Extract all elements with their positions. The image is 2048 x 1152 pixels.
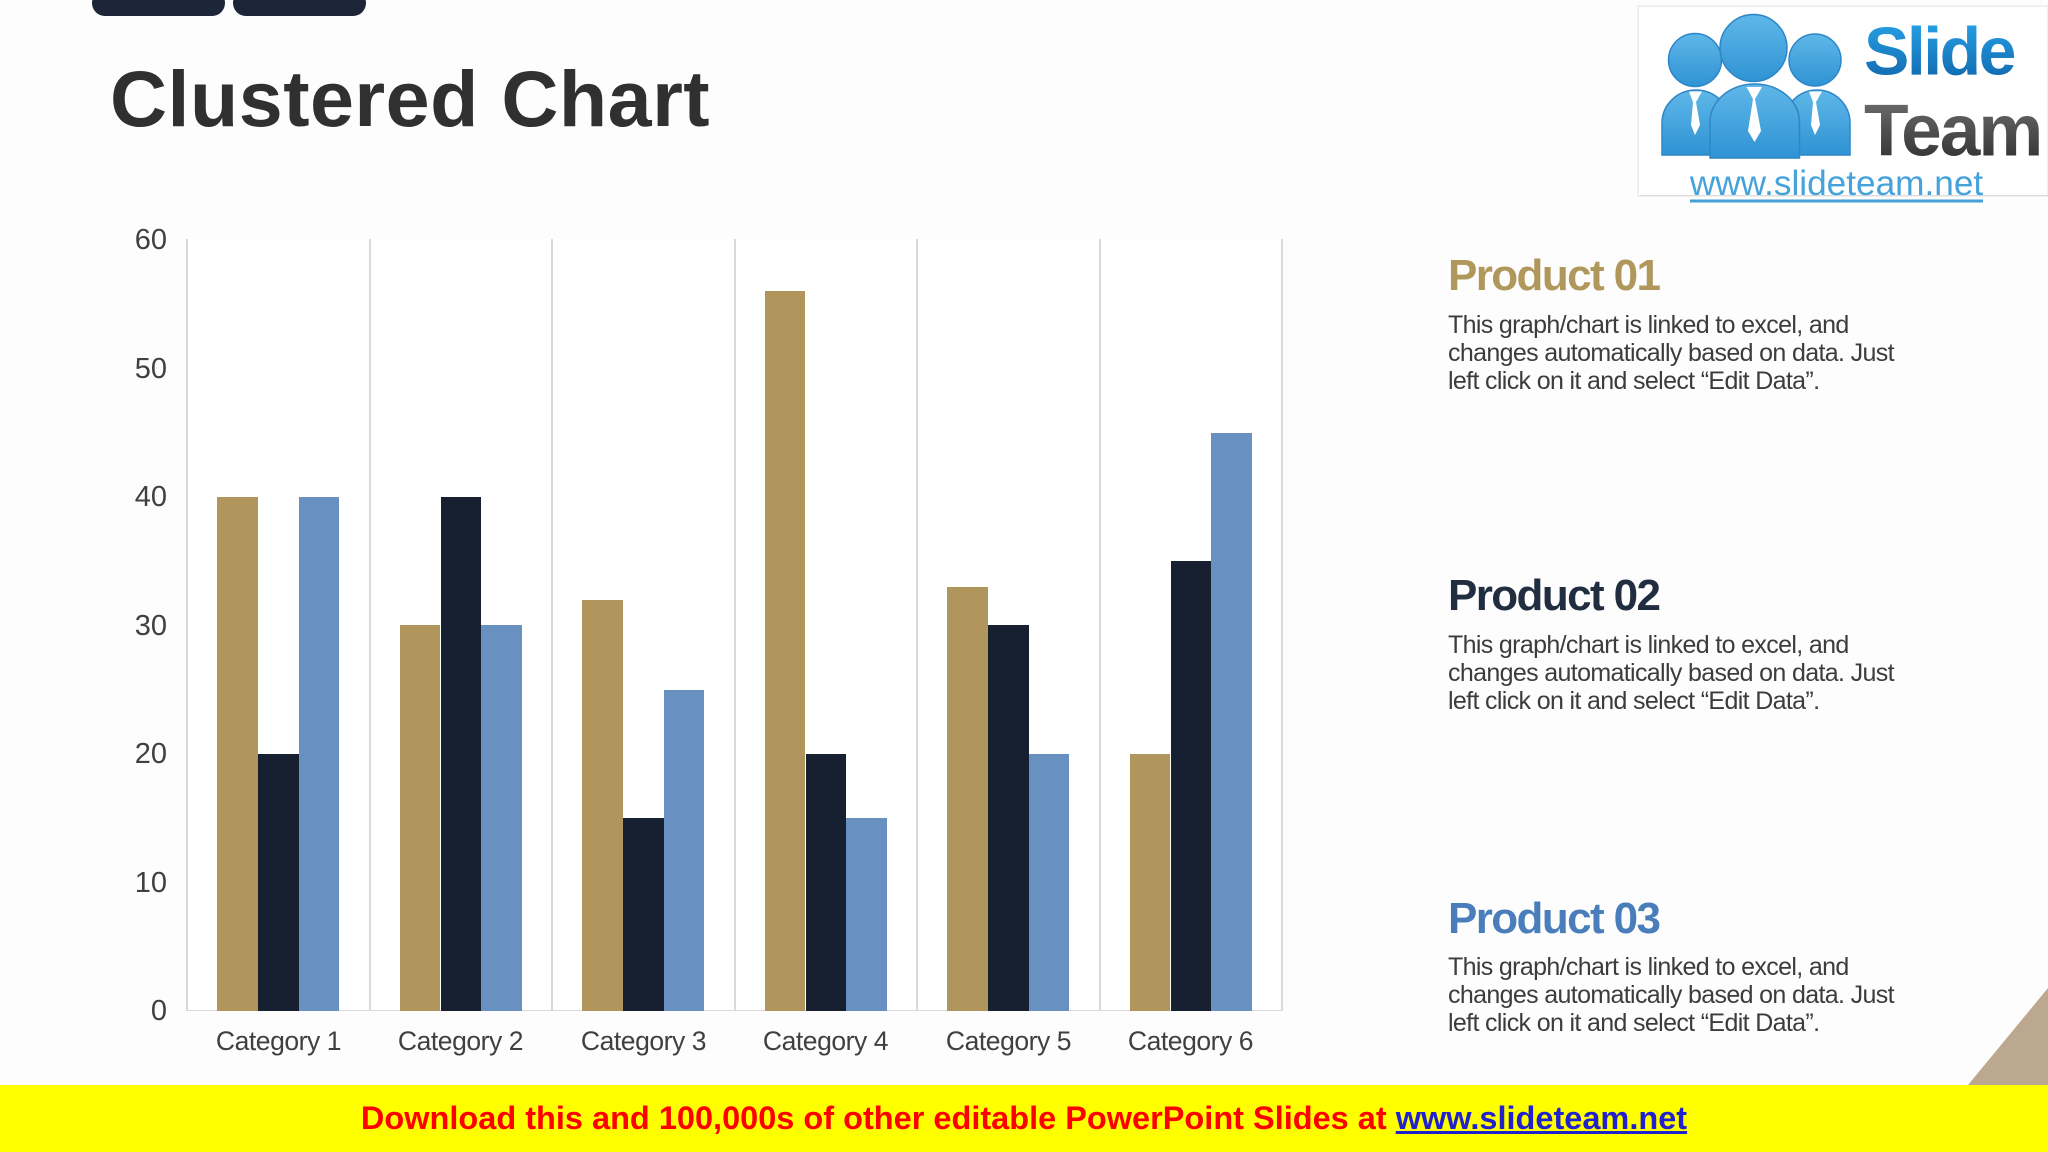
svg-text:Team: Team	[1864, 91, 2041, 172]
svg-text:Slide: Slide	[1864, 14, 2015, 90]
svg-text:www.slideteam.net: www.slideteam.net	[1689, 164, 1984, 203]
